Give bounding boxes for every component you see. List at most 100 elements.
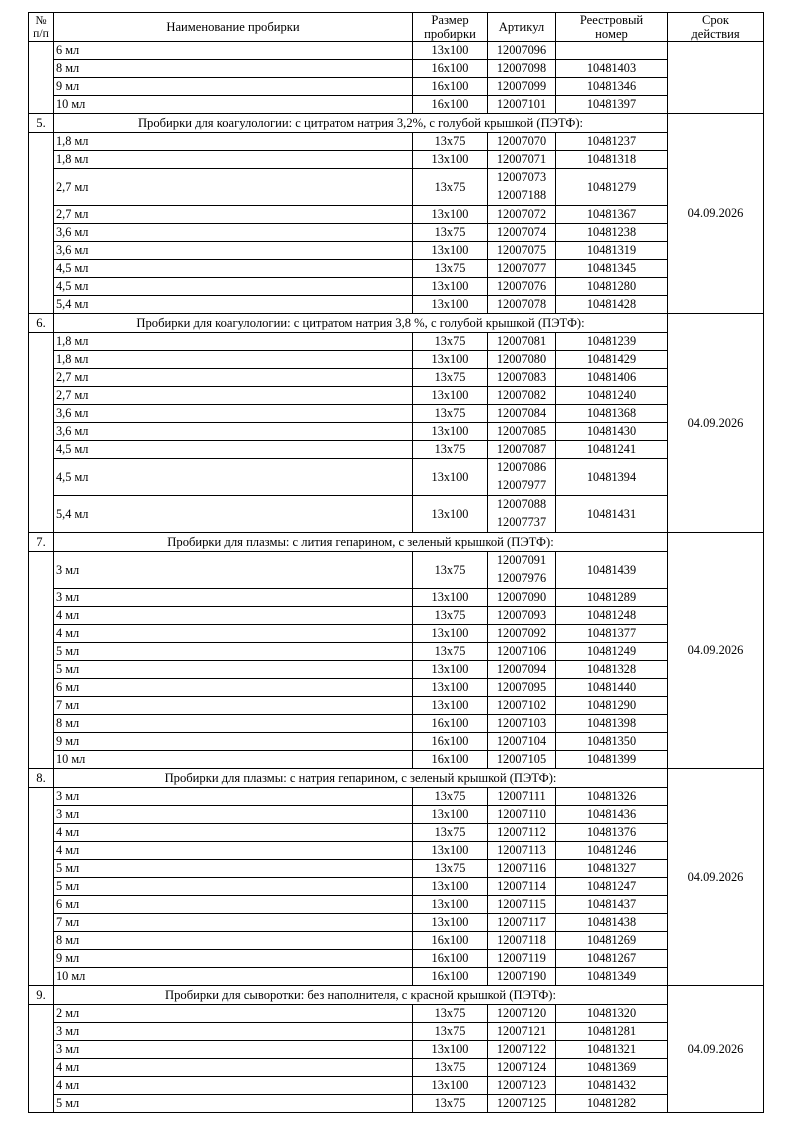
cell-registry-number: 10481440 — [555, 678, 668, 698]
cell-registry-number: 10481318 — [555, 150, 668, 170]
cell-tube-size: 16x100 — [412, 59, 488, 79]
table-row: 3,6 мл 13x75 12007074 10481238 — [29, 223, 764, 243]
cell-registry-number: 10481346 — [555, 77, 668, 97]
cell-article: 12007086 12007977 — [487, 458, 556, 497]
cell-section-title: Пробирки для коагулологии: с цитратом на… — [53, 113, 668, 134]
table-body: 6 мл 13x100 12007096 8 мл 16x100 12007098 1048… — [28, 41, 764, 1114]
table-header-row: № п/п Наименование пробирки Размер проби… — [28, 11, 764, 43]
cell-section-number-spacer — [28, 551, 54, 770]
cell-tube-name: 4,5 мл — [53, 277, 413, 297]
cell-tube-size: 13x100 — [412, 350, 488, 370]
cell-article: 12007104 — [487, 732, 556, 752]
cell-tube-name: 5,4 мл — [53, 295, 413, 315]
cell-section-title: Пробирки для плазмы: с лития гепарином, … — [53, 532, 668, 553]
table-row: 8 мл 16x100 12007098 10481403 — [29, 59, 764, 79]
cell-section-number: 6. — [28, 313, 54, 334]
column-header-size-line2: пробирки — [424, 27, 476, 42]
article-code: 12007977 — [496, 478, 547, 493]
cell-tube-size: 13x100 — [412, 877, 488, 897]
cell-article: 12007080 — [487, 350, 556, 370]
cell-tube-size: 13x75 — [412, 823, 488, 843]
cell-article: 12007111 — [487, 787, 556, 807]
table-row: 3,6 мл 13x100 12007075 10481319 — [29, 241, 764, 261]
cell-tube-name: 5 мл — [53, 1094, 413, 1114]
cell-section-number: 8. — [28, 768, 54, 789]
cell-registry-number: 10481280 — [555, 277, 668, 297]
cell-registry-number: 10481249 — [555, 642, 668, 662]
table-row: 4,5 мл 13x100 12007086 12007977 10481394 — [29, 458, 764, 497]
cell-registry-number: 10481403 — [555, 59, 668, 79]
cell-tube-name: 8 мл — [53, 59, 413, 79]
cell-tube-size: 13x75 — [412, 259, 488, 279]
cell-tube-name: 6 мл — [53, 41, 413, 61]
table-row: 3 мл 13x100 12007090 10481289 — [29, 588, 764, 608]
cell-registry-number: 10481397 — [555, 95, 668, 115]
cell-article: 12007101 — [487, 95, 556, 115]
cell-tube-name: 4 мл — [53, 606, 413, 626]
tube-specification-table: № п/п Наименование пробирки Размер проби… — [28, 11, 764, 1114]
cell-article: 12007084 — [487, 404, 556, 424]
cell-section-number: 5. — [28, 113, 54, 134]
cell-article: 12007117 — [487, 913, 556, 933]
cell-tube-name: 3 мл — [53, 588, 413, 608]
table-row: 7 мл 13x100 12007102 10481290 — [29, 696, 764, 716]
cell-tube-size: 16x100 — [412, 750, 488, 770]
cell-tube-size: 13x100 — [412, 277, 488, 297]
cell-article: 12007110 — [487, 805, 556, 825]
cell-article: 12007085 — [487, 422, 556, 442]
cell-article: 12007093 — [487, 606, 556, 626]
table-row: 4 мл 13x75 12007112 10481376 — [29, 823, 764, 843]
cell-registry-number: 10481237 — [555, 132, 668, 152]
cell-registry-number: 10481326 — [555, 787, 668, 807]
cell-article: 12007119 — [487, 949, 556, 969]
table-row: 9 мл 16x100 12007099 10481346 — [29, 77, 764, 97]
cell-section-number-spacer — [28, 1004, 54, 1114]
cell-tube-name: 4 мл — [53, 823, 413, 843]
article-code: 12007073 — [496, 170, 547, 185]
cell-registry-number: 10481436 — [555, 805, 668, 825]
cell-article: 12007106 — [487, 642, 556, 662]
cell-tube-size: 13x75 — [412, 1058, 488, 1078]
cell-registry-number: 10481439 — [555, 551, 668, 590]
cell-validity-term: 04.09.2026 — [667, 768, 764, 987]
section-header-row: 5. Пробирки для коагулологии: с цитратом … — [28, 113, 764, 315]
cell-tube-size: 13x75 — [412, 168, 488, 207]
cell-registry-number: 10481345 — [555, 259, 668, 279]
table-row: 8 мл 16x100 12007103 10481398 — [29, 714, 764, 734]
section-header-row: 7. Пробирки для плазмы: с лития гепарином… — [28, 532, 764, 770]
table-row: 2,7 мл 13x100 12007082 10481240 — [29, 386, 764, 406]
table-row: 5 мл 13x75 12007106 10481249 — [29, 642, 764, 662]
table-row: 3 мл 13x75 12007121 10481281 — [29, 1022, 764, 1042]
cell-article: 12007190 — [487, 967, 556, 987]
cell-registry-number: 10481321 — [555, 1040, 668, 1060]
cell-article: 12007076 — [487, 277, 556, 297]
cell-registry-number: 10481239 — [555, 332, 668, 352]
table-row: 6 мл 13x100 12007095 10481440 — [29, 678, 764, 698]
cell-article: 12007102 — [487, 696, 556, 716]
cell-registry-number: 10481376 — [555, 823, 668, 843]
cell-tube-name: 5 мл — [53, 877, 413, 897]
table-row: 5 мл 13x100 12007094 10481328 — [29, 660, 764, 680]
cell-registry-number: 10481282 — [555, 1094, 668, 1114]
cell-registry-number: 10481350 — [555, 732, 668, 752]
column-header-number-line1: № — [35, 14, 47, 28]
cell-tube-size: 13x100 — [412, 386, 488, 406]
cell-tube-name: 2,7 мл — [53, 368, 413, 388]
article-code: 12007086 — [496, 460, 547, 475]
column-header-term-line1: Срок — [701, 13, 730, 27]
cell-article: 12007088 12007737 — [487, 495, 556, 534]
cell-registry-number: 10481327 — [555, 859, 668, 879]
cell-tube-size: 13x100 — [412, 1076, 488, 1096]
cell-tube-size: 13x75 — [412, 1004, 488, 1024]
table-row: 10 мл 16x100 12007190 10481349 — [29, 967, 764, 987]
cell-article: 12007113 — [487, 841, 556, 861]
cell-article: 12007115 — [487, 895, 556, 915]
section-header-row: 9. Пробирки для сыворотки: без наполнител… — [28, 985, 764, 1114]
cell-tube-name: 4,5 мл — [53, 440, 413, 460]
cell-article: 12007094 — [487, 660, 556, 680]
cell-tube-size: 16x100 — [412, 967, 488, 987]
cell-article: 12007070 — [487, 132, 556, 152]
cell-registry-number: 10481241 — [555, 440, 668, 460]
cell-registry-number: 10481240 — [555, 386, 668, 406]
